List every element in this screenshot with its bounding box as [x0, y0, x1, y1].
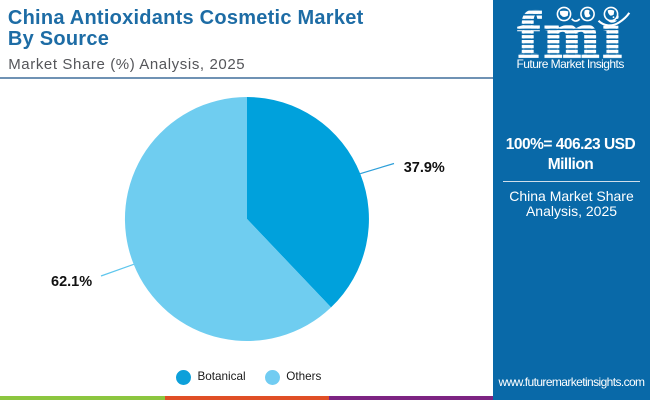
svg-text:Future Market Insights: Future Market Insights — [517, 57, 625, 71]
